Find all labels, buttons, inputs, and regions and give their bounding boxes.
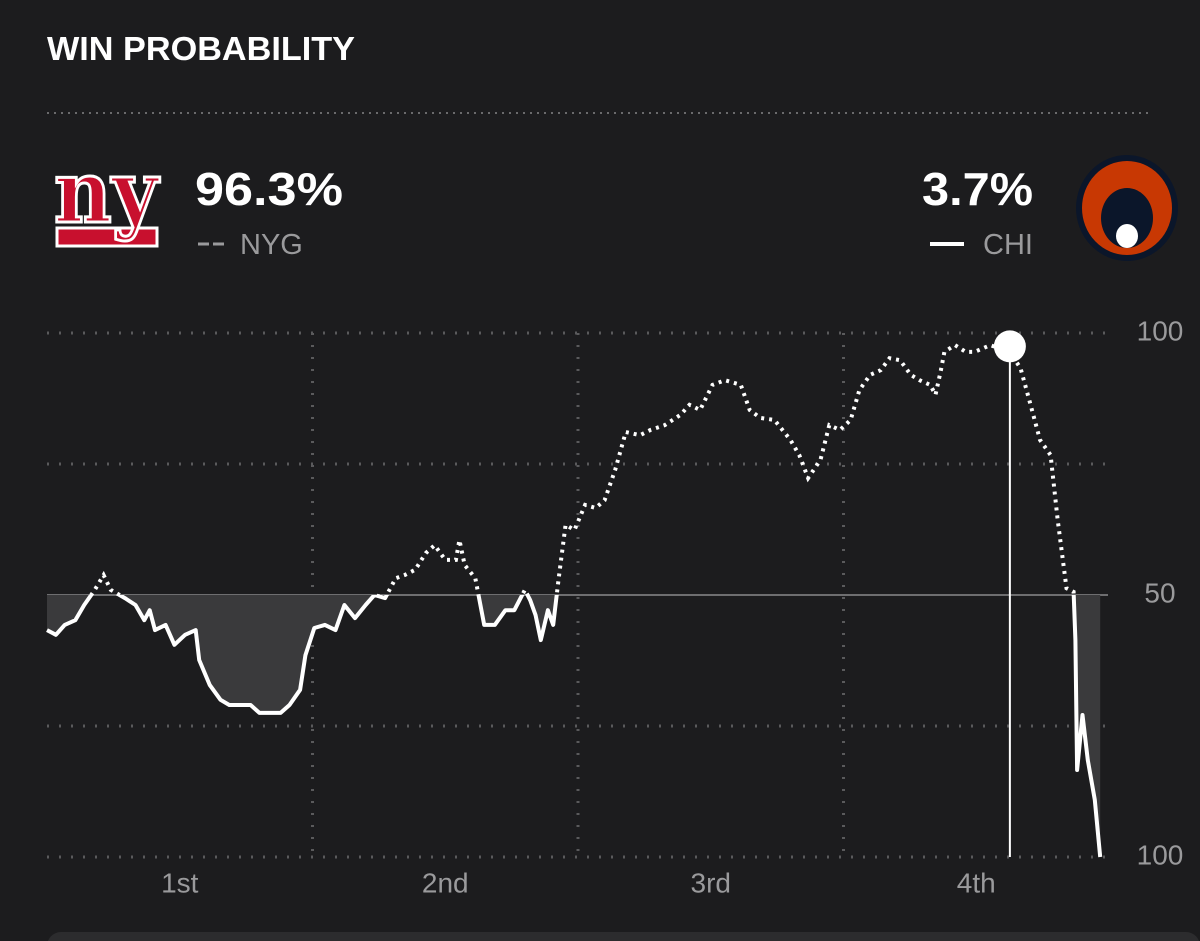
x-tick-label: 4th bbox=[957, 867, 996, 898]
y-tick-label: 50 bbox=[1144, 577, 1175, 608]
logo-bar bbox=[55, 226, 159, 248]
y-tick-label: 100 bbox=[1137, 315, 1184, 346]
logo-mouth bbox=[1116, 224, 1138, 248]
nyg-probability: 96.3% bbox=[195, 163, 343, 215]
plot: 100 50 100 1st 2nd 3rd 4th bbox=[46, 315, 1184, 898]
y-tick-label: 100 bbox=[1137, 839, 1184, 870]
nyg-label: NYG bbox=[240, 229, 303, 261]
title: WIN PROBABILITY bbox=[47, 30, 355, 67]
nyg-logo: ny bbox=[53, 141, 162, 248]
logo-face bbox=[1101, 188, 1153, 248]
chi-label: CHI bbox=[983, 229, 1033, 261]
x-tick-label: 2nd bbox=[422, 867, 469, 898]
chi-logo bbox=[1076, 155, 1178, 261]
x-tick-label: 3rd bbox=[691, 867, 731, 898]
next-card bbox=[47, 932, 1200, 941]
logo-text: ny bbox=[54, 142, 161, 243]
chi-probability: 3.7% bbox=[922, 163, 1033, 215]
x-tick-label: 1st bbox=[161, 867, 199, 898]
highlight-dot bbox=[993, 330, 1026, 363]
line-solid bbox=[46, 595, 1103, 858]
